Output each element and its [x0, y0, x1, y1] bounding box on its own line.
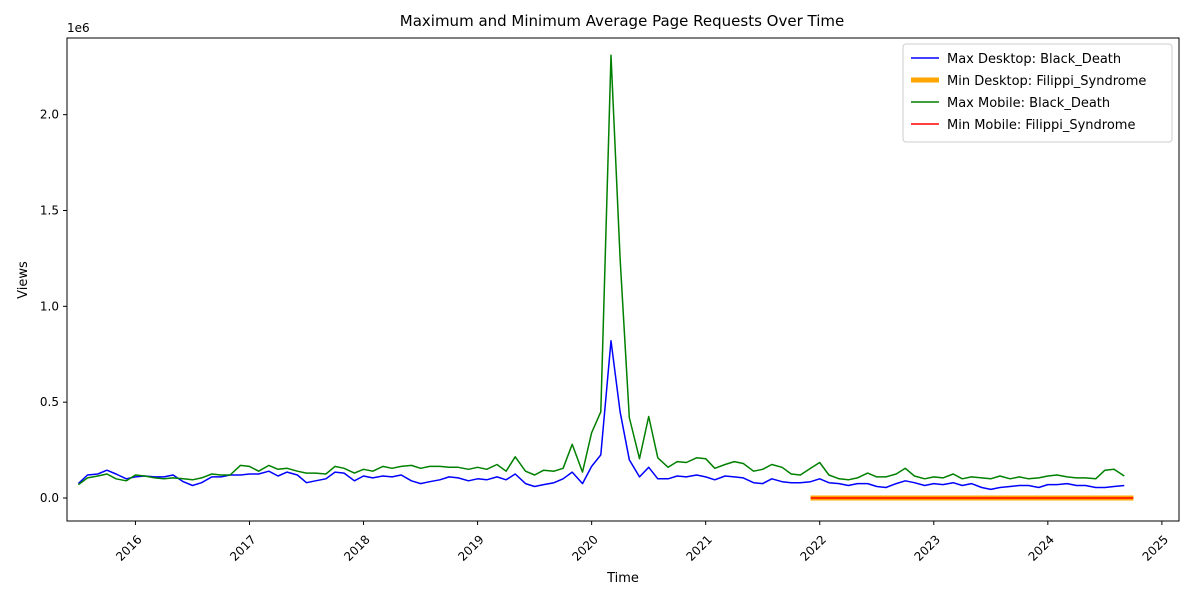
x-axis-label: Time [606, 571, 639, 586]
y-tick-label: 0.5 [40, 395, 59, 409]
y-offset-label: 1e6 [67, 21, 90, 35]
x-tick-label: 2020 [569, 532, 600, 563]
y-tick-label: 0.0 [40, 491, 59, 505]
legend-label: Min Desktop: Filippi_Syndrome [947, 74, 1146, 89]
x-tick-label: 2016 [113, 532, 144, 563]
legend: Max Desktop: Black_Death Min Desktop: Fil… [902, 43, 1173, 143]
legend-label: Max Desktop: Black_Death [947, 52, 1121, 67]
y-tick-label: 1.5 [40, 204, 59, 218]
x-tick-label: 2024 [1026, 532, 1057, 563]
y-axis: 0.0 0.5 1.0 1.5 2.0 [40, 108, 67, 505]
legend-box [902, 43, 1173, 143]
chart-title: Maximum and Minimum Average Page Request… [400, 12, 844, 30]
x-tick-label: 2017 [227, 532, 258, 563]
legend-label: Max Mobile: Black_Death [947, 96, 1110, 111]
series-line-3 [77, 54, 1125, 486]
plot-area [77, 54, 1134, 501]
x-tick-label: 2019 [455, 532, 486, 563]
series-line-1 [77, 340, 1125, 491]
y-tick-label: 1.0 [40, 299, 59, 313]
x-tick-label: 2022 [797, 532, 828, 563]
x-tick-label: 2025 [1140, 532, 1171, 563]
x-tick-label: 2023 [912, 532, 943, 563]
x-tick-label: 2021 [683, 532, 714, 563]
plot-frame [66, 37, 1180, 522]
y-axis-label: Views [16, 261, 31, 299]
x-tick-label: 2018 [341, 532, 372, 563]
x-axis: 2016 2017 2018 2019 2020 2021 2022 2023 2024 2025 [113, 521, 1171, 564]
y-tick-label: 2.0 [40, 108, 59, 122]
legend-label: Min Mobile: Filippi_Syndrome [947, 118, 1135, 133]
